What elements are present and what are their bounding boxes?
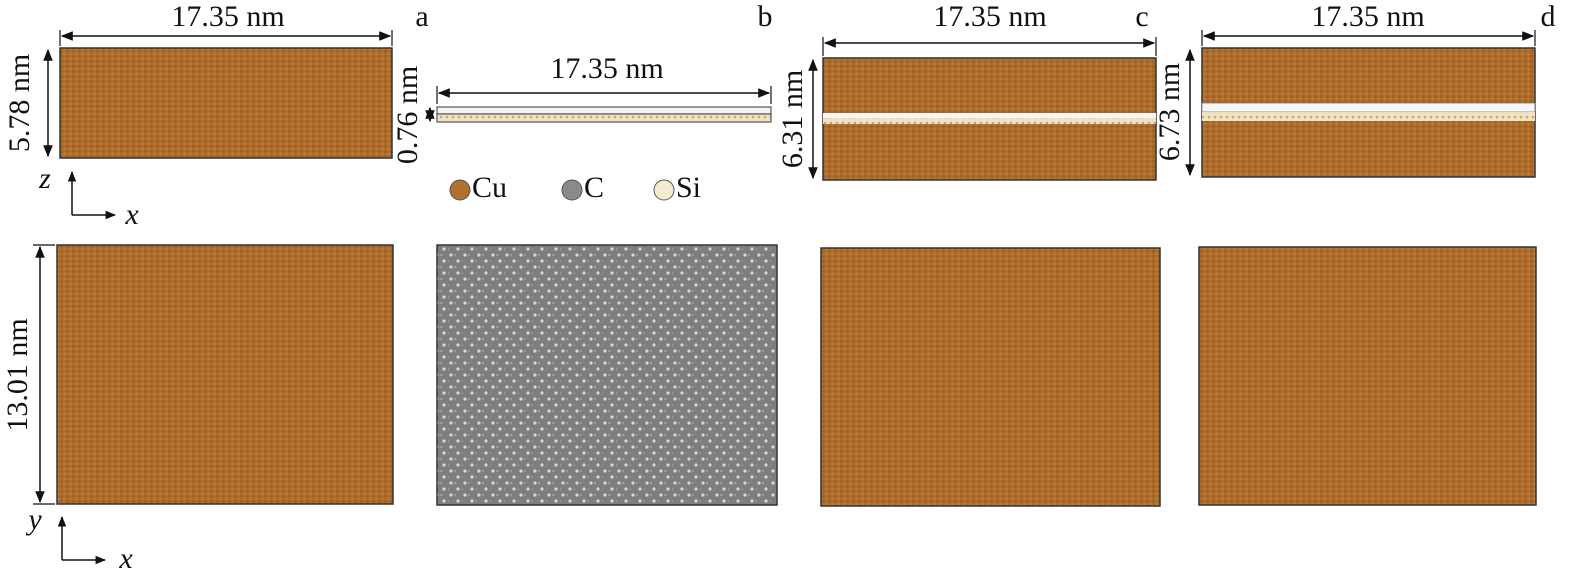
- legend-label: Si: [676, 171, 701, 204]
- width-label: 17.35 nm: [550, 52, 663, 85]
- cu-plan: [56, 244, 394, 505]
- cu-plan: [820, 247, 1161, 507]
- height-label: 0.76 nm: [391, 66, 424, 164]
- height-label: 6.73 nm: [1153, 63, 1186, 161]
- width-label: 17.35 nm: [933, 0, 1046, 33]
- height-label: 5.78 nm: [3, 54, 36, 152]
- legend-marker: [561, 179, 583, 201]
- axis-label: x: [118, 542, 133, 575]
- height-label: 13.01 nm: [1, 318, 34, 431]
- graphene-layer: [1201, 102, 1536, 113]
- legend-label: C: [584, 171, 604, 204]
- panel-label: b: [758, 0, 773, 33]
- cu-plan: [1198, 246, 1537, 506]
- panel-label: c: [1135, 0, 1148, 33]
- axis-label: x: [124, 198, 139, 231]
- si-layer: [436, 113, 772, 123]
- graphene-plan: [436, 244, 778, 506]
- axis-label: y: [25, 503, 42, 536]
- si-layer: [823, 118, 1156, 124]
- width-label: 17.35 nm: [171, 0, 284, 33]
- graphene-layer: [436, 106, 772, 115]
- legend-label: Cu: [472, 171, 507, 204]
- si-layer: [1202, 112, 1535, 121]
- cu-slab: [59, 47, 393, 159]
- width-label: 17.35 nm: [1311, 0, 1424, 33]
- height-label: 6.31 nm: [776, 70, 809, 168]
- axis-label: z: [38, 162, 51, 195]
- panel-label: d: [1541, 0, 1556, 33]
- legend-marker: [449, 179, 471, 201]
- panel-label: a: [415, 0, 428, 33]
- graphene-layer: [823, 113, 1156, 118]
- legend-marker: [653, 179, 675, 201]
